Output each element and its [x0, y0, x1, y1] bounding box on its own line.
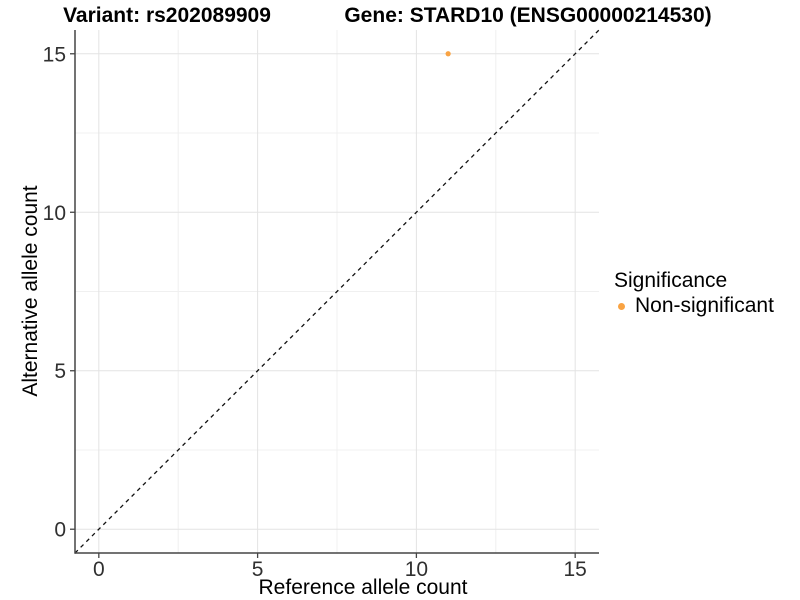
plot-title-variant: Variant: rs202089909: [63, 4, 271, 27]
identity-reference-line: [74, 29, 600, 554]
data-point: [445, 51, 451, 57]
legend-item-label: Non-significant: [635, 294, 774, 317]
x-tick-label: 5: [252, 558, 264, 581]
x-tick-label: 0: [93, 558, 105, 581]
legend-point-icon: [618, 302, 625, 310]
y-axis-title: Alternative allele count: [19, 185, 42, 397]
legend: Significance Non-significant: [614, 269, 774, 318]
x-tick-label: 10: [405, 558, 428, 581]
x-tick-label: 15: [564, 558, 587, 581]
x-axis-title: Reference allele count: [258, 576, 468, 599]
legend-title: Significance: [614, 269, 728, 292]
legend-item: Non-significant: [614, 294, 774, 318]
y-tick-label: 10: [43, 202, 66, 225]
plot-title-gene: Gene: STARD10 (ENSG00000214530): [344, 4, 712, 27]
y-tick-label: 5: [54, 360, 66, 383]
y-tick-label: 0: [54, 519, 66, 542]
y-tick-label: 15: [43, 43, 66, 66]
